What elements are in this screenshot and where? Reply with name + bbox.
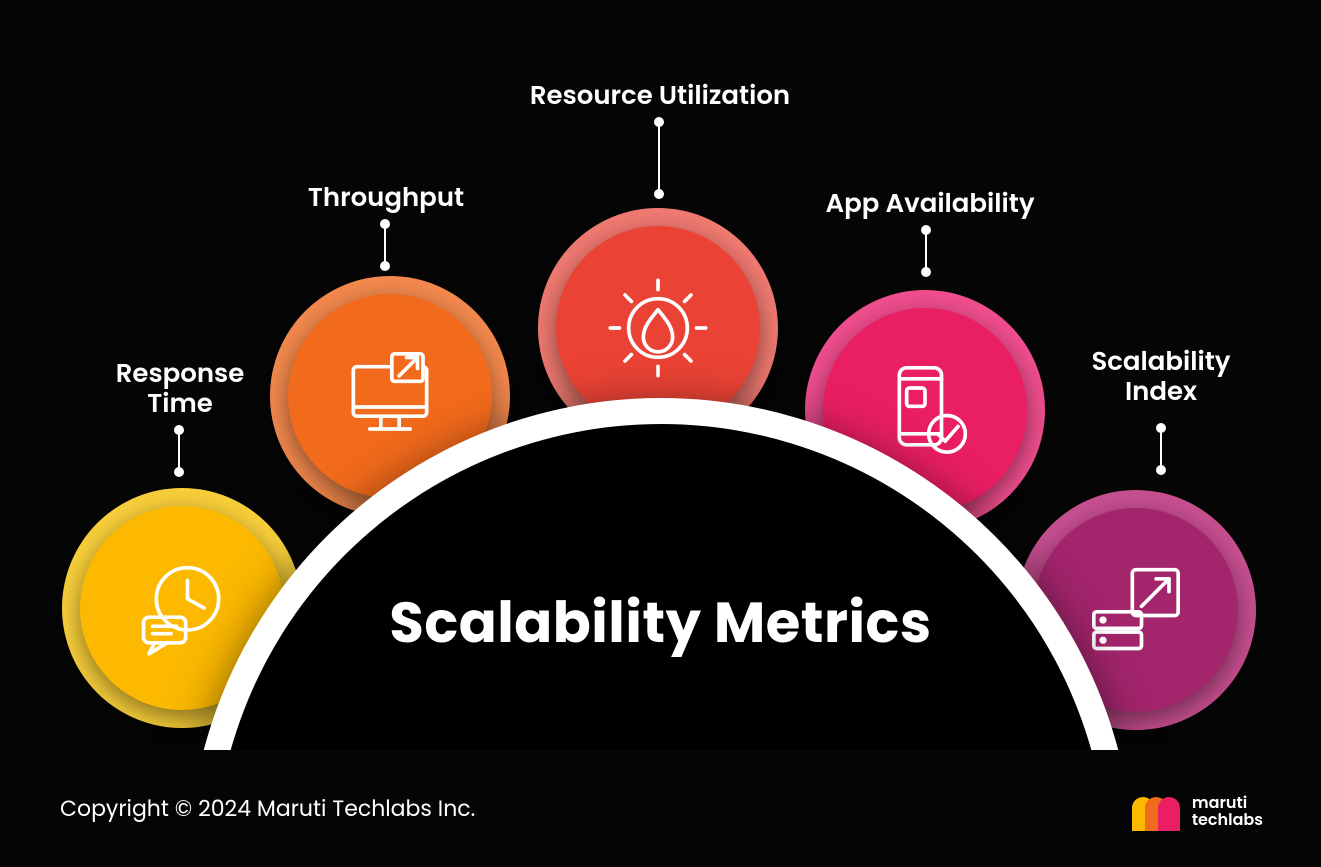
- brand-logo: maruti techlabs: [1132, 793, 1263, 831]
- copyright-text: Copyright © 2024 Maruti Techlabs Inc.: [60, 792, 475, 825]
- infographic-stage: Response Time Throughput Resource Utiliz…: [0, 0, 1321, 867]
- brand-line-2: techlabs: [1192, 812, 1263, 829]
- brand-mark-icon: [1132, 793, 1182, 831]
- brand-wordmark: maruti techlabs: [1192, 795, 1263, 829]
- diagram-title: Scalability Metrics: [0, 580, 1321, 665]
